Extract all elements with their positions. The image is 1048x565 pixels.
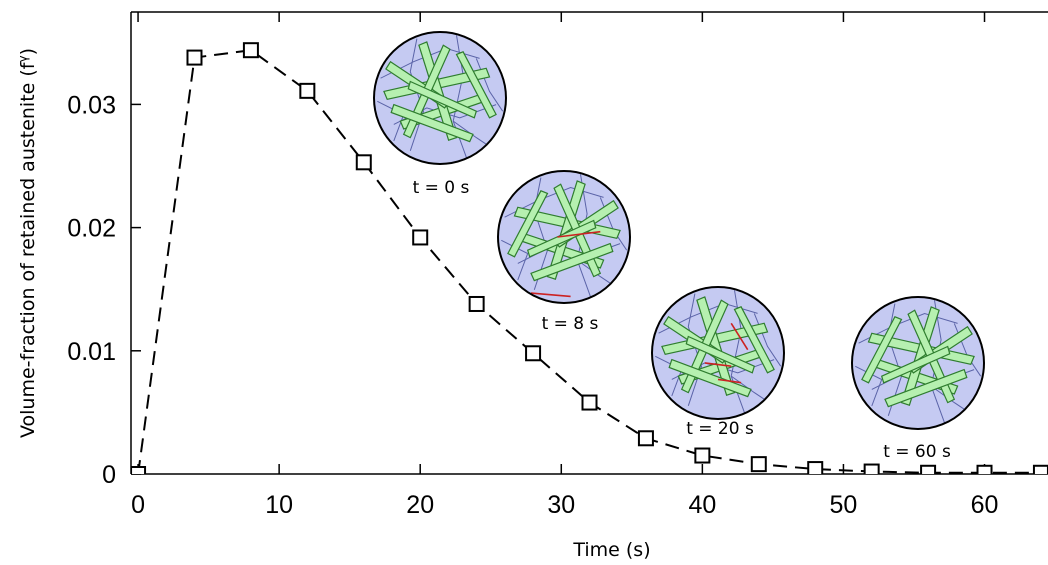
inset-time-label: t = 20 s bbox=[686, 419, 754, 439]
inset-martensite-plate bbox=[507, 190, 549, 258]
x-tick-label: 40 bbox=[688, 491, 716, 519]
inset-martensite-plate bbox=[407, 80, 478, 119]
inset-martensite-plate bbox=[733, 306, 775, 374]
inset-border bbox=[497, 170, 631, 304]
data-point-marker bbox=[807, 461, 824, 474]
microstructure-inset: t = 0 s bbox=[373, 31, 507, 198]
y-axis-label-main: Volume-fraction of retained austenite (f bbox=[17, 61, 39, 438]
inset-retained-austenite bbox=[530, 292, 571, 298]
inset-content bbox=[652, 287, 784, 419]
ticks: 0 10 20 30 40 50 60 0 0.01 0.02 0.03 bbox=[67, 12, 998, 519]
data-point-marker bbox=[863, 463, 880, 474]
data-point-marker bbox=[920, 464, 937, 474]
inset-martensite-plate bbox=[668, 358, 752, 398]
inset-border bbox=[851, 296, 985, 430]
inset-retained-austenite bbox=[704, 362, 732, 367]
microstructure-inset: t = 8 s bbox=[497, 170, 631, 334]
data-point-marker bbox=[299, 82, 316, 99]
data-point-marker bbox=[750, 456, 767, 473]
inset-retained-austenite bbox=[557, 230, 601, 238]
data-point-marker bbox=[694, 447, 711, 464]
y-axis-label: Volume-fraction of retained austenite (f… bbox=[16, 48, 39, 438]
inset-time-label: t = 60 s bbox=[883, 442, 951, 462]
inset-content bbox=[374, 32, 506, 164]
data-point-marker bbox=[976, 464, 993, 474]
y-tick-label: 0.03 bbox=[67, 91, 116, 119]
insets-layer: t = 0 s t = 8 s t = 20 s t = 60 s bbox=[373, 31, 985, 462]
inset-retained-austenite bbox=[730, 322, 749, 351]
y-tick-label: 0.02 bbox=[67, 215, 116, 243]
y-axis-label-superscript: γ bbox=[16, 55, 30, 62]
inset-grain-boundary bbox=[576, 259, 611, 284]
inset-martensite-plate bbox=[530, 242, 614, 282]
inset-martensite-plate bbox=[880, 345, 951, 384]
inset-martensite-plate bbox=[455, 51, 497, 119]
data-point-marker bbox=[525, 345, 542, 362]
data-point-marker bbox=[581, 394, 598, 411]
data-point-marker bbox=[468, 295, 485, 312]
microstructure-inset: t = 60 s bbox=[851, 296, 985, 462]
inset-time-label: t = 0 s bbox=[413, 178, 470, 198]
x-tick-label: 30 bbox=[547, 491, 575, 519]
inset-grain-boundary bbox=[452, 120, 487, 145]
data-point-marker bbox=[412, 229, 429, 246]
inset-retained-austenite bbox=[717, 378, 742, 384]
inset-grain-boundary bbox=[501, 239, 529, 281]
series-layer bbox=[131, 42, 1048, 474]
microstructure-inset: t = 20 s bbox=[651, 286, 785, 439]
inset-border bbox=[373, 31, 507, 165]
data-point-marker bbox=[242, 42, 259, 59]
inset-martensite-plate bbox=[685, 335, 756, 374]
inset-martensite-plate bbox=[884, 368, 968, 408]
x-tick-label: 20 bbox=[406, 491, 434, 519]
inset-content bbox=[498, 171, 630, 303]
inset-content bbox=[852, 297, 984, 429]
x-axis-label: Time (s) bbox=[572, 539, 650, 561]
y-tick-label: 0.01 bbox=[67, 338, 116, 366]
x-tick-label: 50 bbox=[830, 491, 858, 519]
inset-martensite-plate bbox=[526, 219, 597, 258]
x-tick-label: 60 bbox=[971, 491, 999, 519]
y-tick-label: 0 bbox=[102, 461, 116, 489]
inset-martensite-plate bbox=[390, 103, 474, 143]
x-tick-label: 10 bbox=[265, 491, 293, 519]
data-point-marker bbox=[131, 466, 147, 474]
inset-martensite-plate bbox=[861, 316, 903, 384]
y-axis-label-close: ) bbox=[17, 48, 39, 55]
data-point-marker bbox=[1032, 464, 1048, 474]
inset-grain-boundary bbox=[855, 365, 883, 407]
inset-grain-boundary bbox=[930, 385, 965, 410]
data-point-marker bbox=[186, 49, 203, 66]
inset-border bbox=[651, 286, 785, 420]
plot-frame bbox=[130, 11, 1048, 475]
data-point-marker bbox=[637, 430, 654, 447]
data-point-marker bbox=[355, 154, 372, 171]
inset-time-label: t = 8 s bbox=[542, 314, 599, 334]
x-tick-label: 0 bbox=[131, 491, 145, 519]
